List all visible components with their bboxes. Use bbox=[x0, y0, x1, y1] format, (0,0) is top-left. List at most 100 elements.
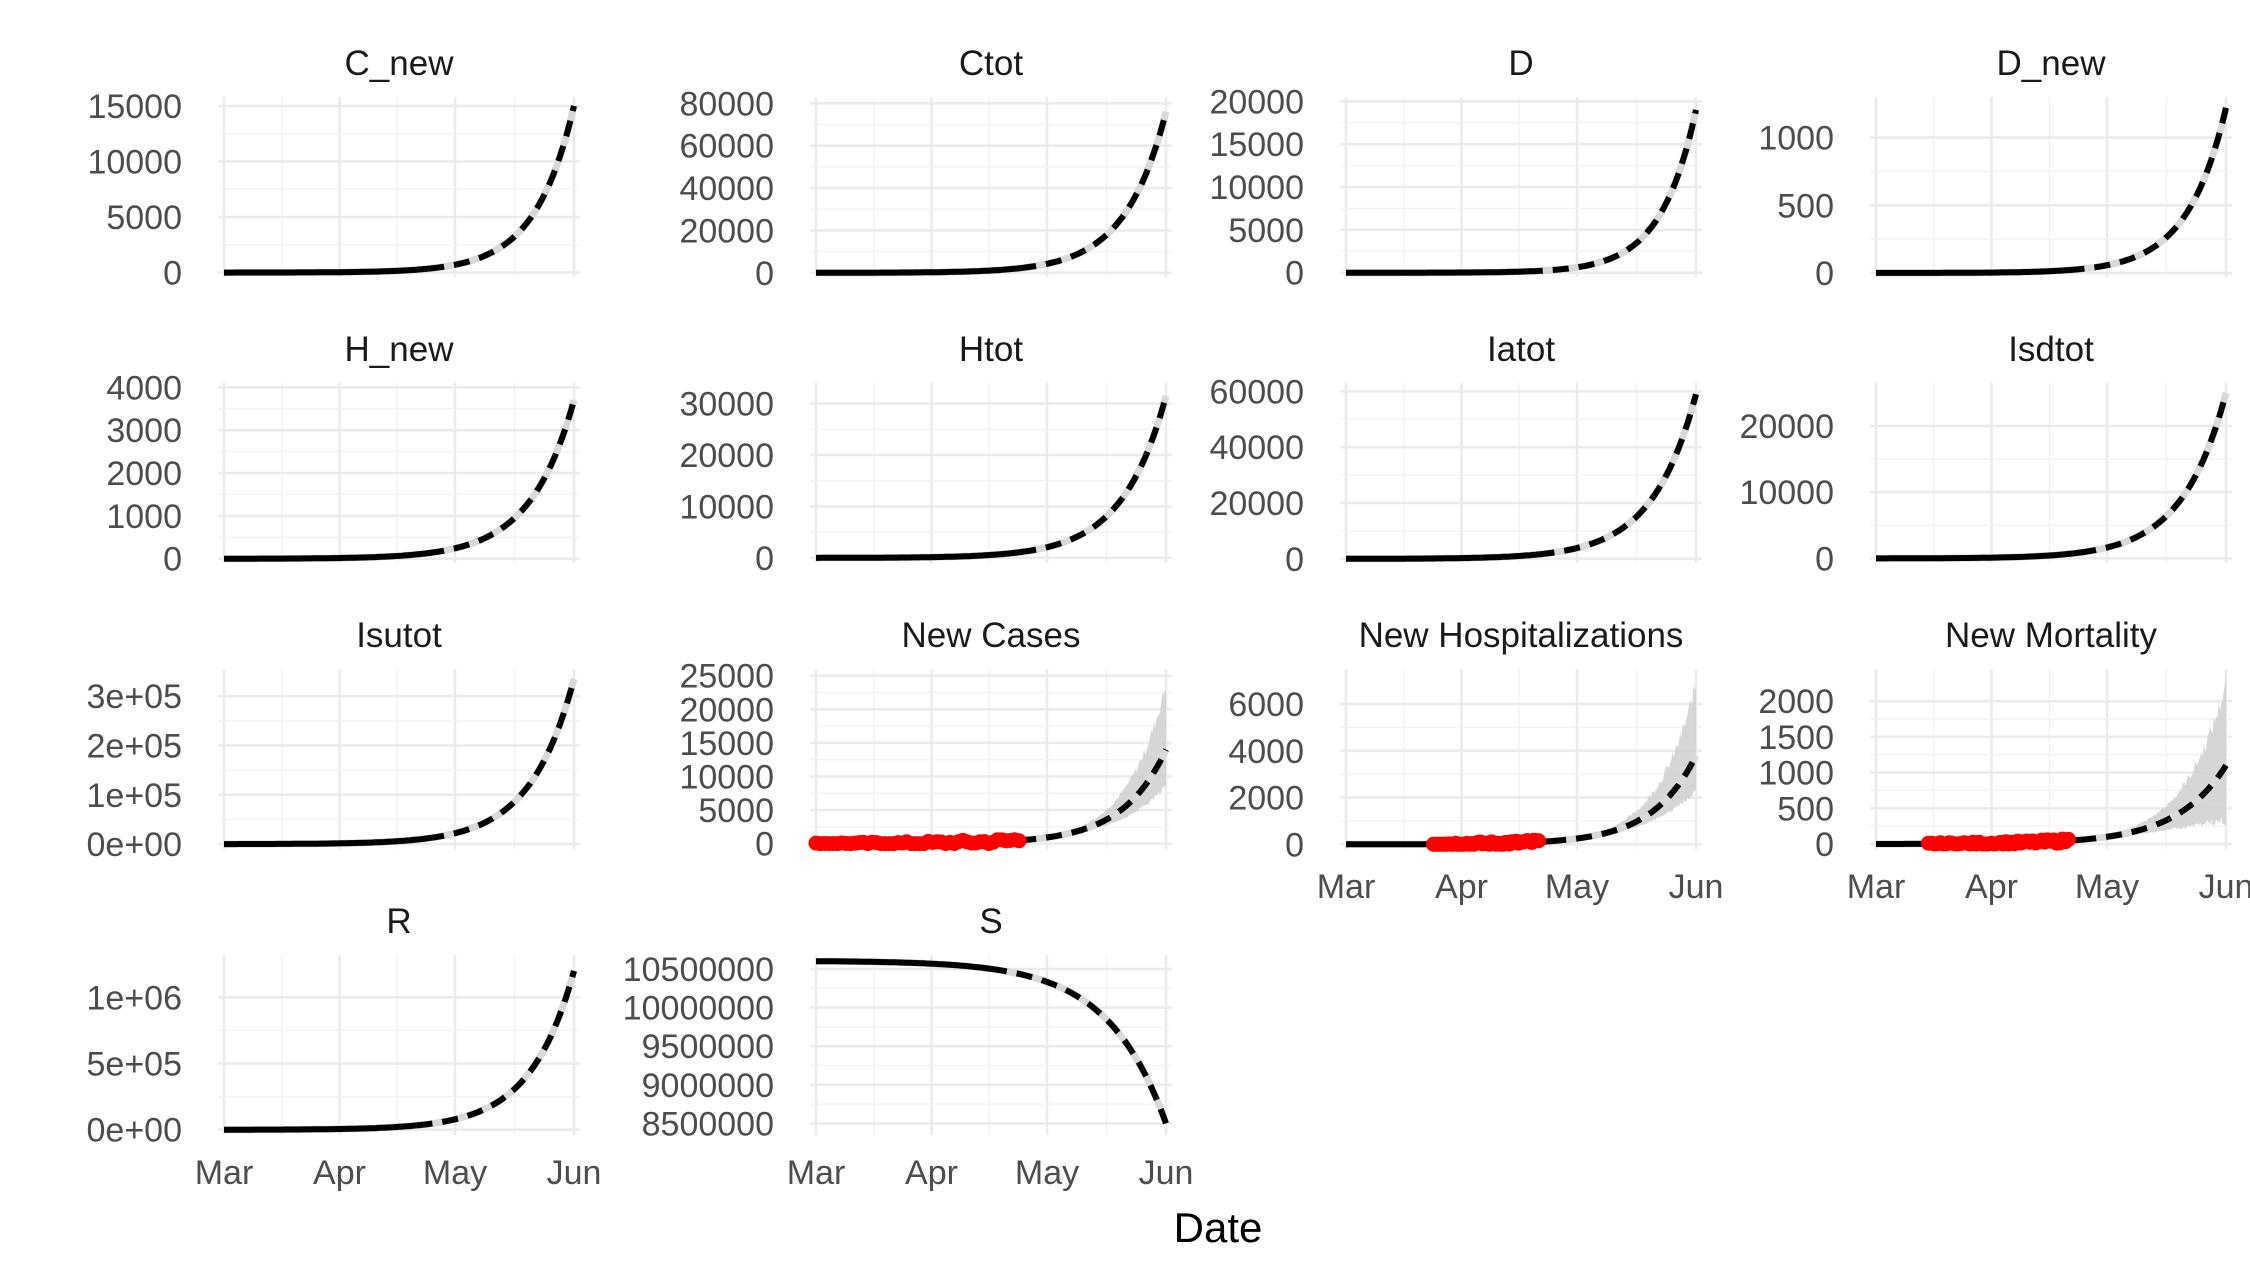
facet-title: New Mortality bbox=[1945, 616, 2157, 655]
y-tick-label: 0 bbox=[1815, 255, 1834, 293]
y-tick-label: 0 bbox=[1285, 541, 1304, 579]
facet-title: D bbox=[1508, 44, 1533, 83]
y-tick-label: 0 bbox=[755, 255, 774, 293]
x-tick-label: Apr bbox=[1965, 868, 2018, 906]
projection-line bbox=[990, 965, 1169, 1125]
projection-line bbox=[427, 678, 577, 842]
x-tick-label: Jun bbox=[2199, 868, 2250, 906]
y-tick-label: 500 bbox=[1777, 187, 1834, 225]
facet-title: H_new bbox=[345, 330, 455, 369]
y-tick-label: 0 bbox=[1285, 255, 1304, 293]
fitted-line bbox=[224, 835, 429, 848]
y-tick-label: 20000 bbox=[679, 437, 774, 475]
y-tick-label: 4000 bbox=[1228, 733, 1304, 771]
projection-line bbox=[1019, 748, 1169, 844]
y-tick-label: 60000 bbox=[1209, 373, 1304, 411]
fitted-line bbox=[1346, 551, 1539, 562]
projection-line bbox=[1549, 754, 1699, 845]
y-tick-label: 2000 bbox=[106, 455, 182, 493]
y-tick-label: 1000 bbox=[1758, 120, 1834, 158]
projection-line bbox=[1526, 109, 1699, 275]
y-tick-label: 9000000 bbox=[642, 1067, 774, 1105]
y-tick-label: 2000 bbox=[1228, 780, 1304, 818]
y-tick-label: 20000 bbox=[679, 212, 774, 250]
facet-title: C_new bbox=[345, 44, 455, 83]
y-tick-label: 5e+05 bbox=[87, 1046, 183, 1084]
fitted-line bbox=[224, 1122, 417, 1133]
y-tick-label: 10000 bbox=[1209, 169, 1304, 207]
y-tick-label: 3e+05 bbox=[87, 678, 183, 716]
y-tick-label: 0 bbox=[163, 541, 182, 579]
facet-title: Isutot bbox=[356, 616, 442, 655]
y-tick-label: 5000 bbox=[1228, 212, 1304, 250]
y-tick-label: 40000 bbox=[1209, 429, 1304, 467]
y-tick-label: 10000000 bbox=[623, 990, 774, 1028]
facet-title: D_new bbox=[1997, 44, 2107, 83]
projection-line bbox=[2068, 107, 2229, 274]
facet-title: S bbox=[979, 902, 1002, 941]
facet-title: New Hospitalizations bbox=[1359, 616, 1684, 655]
fitted-line bbox=[224, 265, 429, 276]
fitted-line bbox=[224, 550, 429, 562]
facet-title: New Cases bbox=[902, 616, 1081, 655]
y-tick-label: 20000 bbox=[679, 691, 774, 729]
y-tick-label: 4000 bbox=[106, 369, 182, 407]
y-tick-label: 10500000 bbox=[623, 951, 774, 989]
y-tick-label: 10000 bbox=[679, 758, 774, 796]
facet-title: Isdtot bbox=[2008, 330, 2094, 369]
facet-panel-isutot: Isutot 0e+00 1e+05 2e+05 3e+05 bbox=[87, 616, 580, 864]
y-tick-label: 0e+00 bbox=[87, 1112, 183, 1150]
facet-title: R bbox=[386, 902, 411, 941]
y-tick-label: 1e+06 bbox=[87, 979, 183, 1017]
y-tick-label: 3000 bbox=[106, 412, 182, 450]
facet-title: Htot bbox=[959, 330, 1023, 369]
projection-line bbox=[1538, 393, 1699, 558]
fitted-line bbox=[816, 265, 1021, 276]
y-tick-label: 1500 bbox=[1758, 719, 1834, 757]
y-tick-label: 15000 bbox=[679, 725, 774, 763]
y-tick-label: 500 bbox=[1777, 790, 1834, 828]
fitted-line bbox=[1346, 268, 1527, 276]
y-tick-label: 0 bbox=[755, 540, 774, 578]
y-tick-label: 2e+05 bbox=[87, 727, 183, 765]
y-tick-label: 20000 bbox=[1209, 485, 1304, 523]
facet-panel-h-new: H_new 0 1000 2000 3000 4000 bbox=[106, 330, 580, 579]
x-tick-label: Jun bbox=[547, 1154, 602, 1192]
y-tick-label: 1000 bbox=[1758, 755, 1834, 793]
y-tick-label: 30000 bbox=[679, 386, 774, 424]
x-axis-title: Date bbox=[1174, 1204, 1263, 1251]
projection-line bbox=[1019, 395, 1169, 556]
y-tick-label: 40000 bbox=[679, 170, 774, 208]
y-tick-label: 0 bbox=[1285, 826, 1304, 864]
x-tick-label: May bbox=[1015, 1154, 1079, 1192]
x-tick-label: Jun bbox=[1669, 868, 1724, 906]
facet-panels: C_new050001000015000Ctot0200004000060000… bbox=[87, 44, 2250, 1192]
y-tick-label: 1000 bbox=[106, 498, 182, 536]
projection-line bbox=[2079, 763, 2229, 843]
y-tick-label: 20000 bbox=[1739, 408, 1834, 446]
x-tick-label: Jun bbox=[1139, 1154, 1194, 1192]
fitted-line bbox=[1876, 267, 2069, 276]
x-tick-label: Apr bbox=[313, 1154, 366, 1192]
y-tick-label: 10000 bbox=[1739, 474, 1834, 512]
x-tick-label: Apr bbox=[905, 1154, 958, 1192]
fitted-line bbox=[816, 549, 1021, 561]
facet-title: Iatot bbox=[1487, 330, 1555, 369]
projection-line bbox=[1019, 111, 1169, 272]
x-tick-label: May bbox=[2075, 868, 2139, 906]
y-tick-label: 20000 bbox=[1209, 83, 1304, 121]
x-tick-label: Mar bbox=[195, 1154, 254, 1192]
x-tick-label: Mar bbox=[1317, 868, 1376, 906]
facet-panel-new-hospitalizations: New Hospitalizations 0 2000 4000 6000 Mar Apr M… bbox=[1228, 616, 1723, 906]
y-tick-label: 9500000 bbox=[642, 1028, 774, 1066]
facet-title: Ctot bbox=[959, 44, 1023, 83]
projection-line bbox=[427, 105, 577, 272]
facet-panel-d-new: D_new 0 500 1000 bbox=[1758, 44, 2232, 293]
facet-panel-isdtot: Isdtot 0 10000 20000 bbox=[1739, 330, 2232, 578]
y-tick-label: 80000 bbox=[679, 85, 774, 123]
y-tick-label: 5000 bbox=[698, 792, 774, 830]
y-tick-label: 15000 bbox=[1209, 126, 1304, 164]
